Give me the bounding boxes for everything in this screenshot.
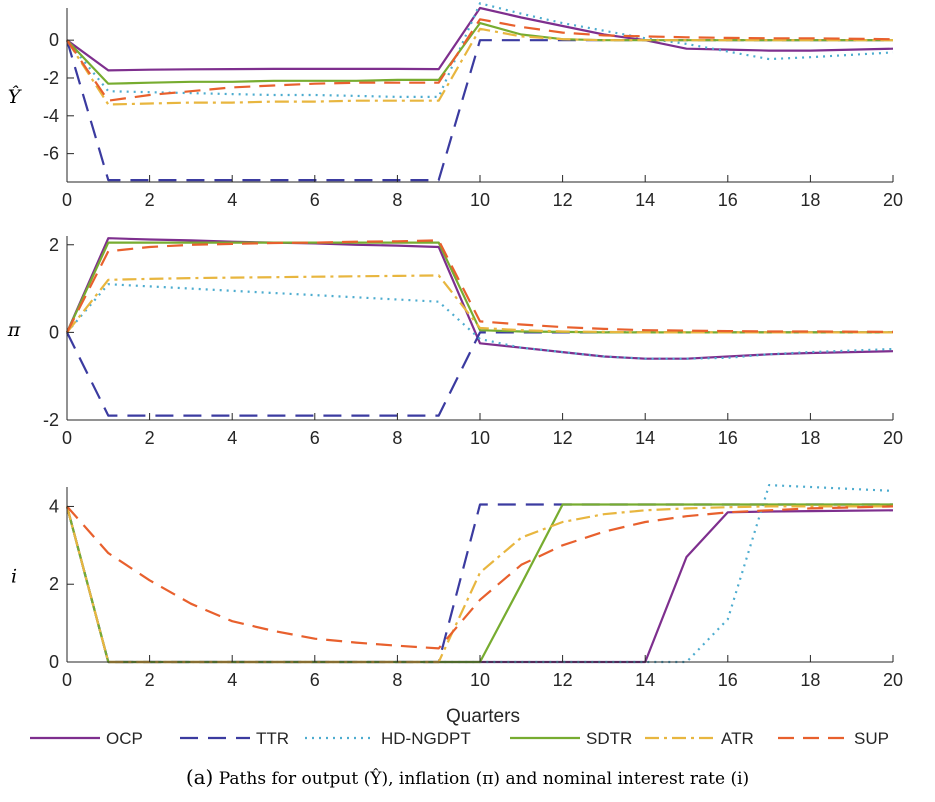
x-tick-label: 0 [62,190,72,210]
legend-item-ttr: TTR [180,729,289,748]
series-line-atr [66,274,893,334]
y-tick-label: -2 [43,410,59,430]
series-line-ttr [65,39,893,182]
figure: 0 2 4 6 8 10 12 14 16 18 200-2-4-6Ŷ0 2 4 6 8 10 12 14 16 18… [7,2,903,748]
x-tick-label: 20 [883,670,903,690]
y-tick-label: -6 [43,144,59,164]
legend: OCP TTR HD-NGDPT SDTR ATR SUP [30,729,889,748]
series-line-sdtr [65,503,893,664]
y-tick-label: 0 [49,30,59,50]
y-tick-label: 4 [49,496,59,516]
legend-item-atr: ATR [645,729,754,748]
x-tick-label: 20 [883,428,903,448]
x-tick-label: 14 [635,190,655,210]
x-tick-label: 20 [883,190,903,210]
x-axis-label: Quarters [446,706,520,727]
legend-label: SDTR [586,729,632,748]
x-tick-label: 16 [718,670,738,690]
x-tick-label: 10 [470,190,490,210]
x-tick-label: 0 [62,428,72,448]
series-line-hd-ngdpt [66,2,894,99]
x-tick-label: 12 [553,670,573,690]
x-tick-label: 6 [310,670,320,690]
series-group [65,484,894,664]
y-tick-label: 2 [49,574,59,594]
x-tick-label: 18 [800,670,820,690]
x-tick-label: 4 [227,428,237,448]
x-tick-label: 18 [800,428,820,448]
series-line-atr [66,27,893,106]
y-tick-label: -2 [43,68,59,88]
series-line-ttr [66,331,893,417]
x-tick-label: 4 [227,670,237,690]
series-line-sdtr [66,241,893,334]
x-tick-label: 8 [392,670,402,690]
series-line-sdtr [66,22,893,85]
legend-label: SUP [854,729,889,748]
series-line-sup [66,18,894,102]
x-tick-label: 14 [635,428,655,448]
series-line-ocp [65,237,894,360]
x-tick-label: 18 [800,190,820,210]
x-tick-label: 8 [392,428,402,448]
legend-item-hd-ngdpt: HD-NGDPT [305,729,471,748]
x-tick-label: 10 [470,428,490,448]
x-tick-label: 6 [310,428,320,448]
legend-label: ATR [721,729,754,748]
legend-label: OCP [106,729,143,748]
x-tick-label: 6 [310,190,320,210]
caption-tag: (a) [185,765,214,789]
y-tick-label: 0 [49,652,59,672]
panel-1: 0 2 4 6 8 10 12 14 16 18 20 0 -2 -4 -6 Ŷ [8,2,903,210]
x-tick-label: 16 [718,190,738,210]
legend-item-sdtr: SDTR [510,729,632,748]
series-line-ocp [65,506,894,664]
series-line-ttr [65,503,893,664]
y-axis-label: Ŷ [8,85,23,108]
x-tick-label: 8 [392,190,402,210]
y-tick-label: 2 [49,235,59,255]
legend-label: HD-NGDPT [381,729,471,748]
y-tick-label: -4 [43,106,59,126]
legend-label: TTR [256,729,289,748]
x-tick-label: 0 [62,670,72,690]
x-tick-label: 16 [718,428,738,448]
figure-caption: (a) Paths for output (Ŷ), inflation (π) … [0,765,935,789]
caption-text: Paths for output (Ŷ), inflation (π) and … [213,769,750,789]
series-line-sup [66,239,894,333]
x-tick-label: 4 [227,190,237,210]
y-axis-label: i [11,566,17,588]
series-group [65,2,894,182]
legend-item-ocp: OCP [30,729,143,748]
panels: 0 2 4 6 8 10 12 14 16 18 200-2-4-6Ŷ0 2 4 6 8 10 12 14 16 18… [7,2,903,690]
y-axis-label: π [7,319,21,341]
series-line-sup [66,505,894,650]
x-tick-label: 2 [145,190,155,210]
x-tick-label: 12 [553,190,573,210]
x-tick-label: 10 [470,670,490,690]
x-tick-label: 14 [635,670,655,690]
y-tick-label: 0 [49,322,59,342]
x-tick-label: 2 [145,428,155,448]
x-tick-label: 2 [145,670,155,690]
series-group [65,237,894,417]
legend-item-sup: SUP [778,729,889,748]
series-line-atr [65,505,893,664]
x-tick-label: 12 [553,428,573,448]
